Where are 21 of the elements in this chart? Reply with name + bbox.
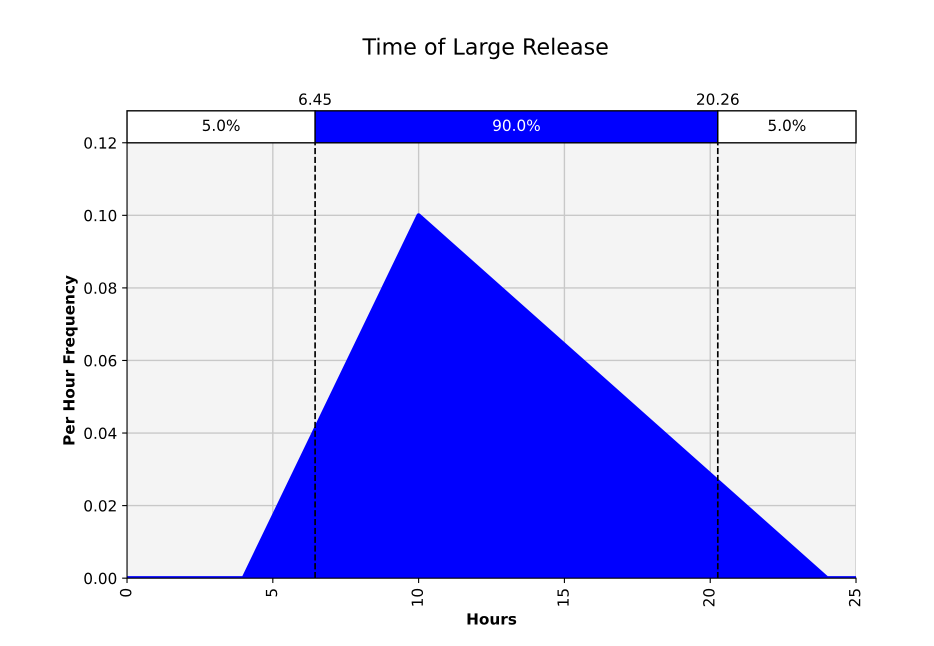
x-axis-title: Hours (468, 613, 516, 625)
y-tick-label: 0.00 (84, 572, 116, 584)
y-tick-label: 0.10 (84, 210, 116, 222)
x-tick-label: 10 (411, 588, 424, 606)
y-tick-label: 0.04 (84, 428, 116, 440)
y-tick-label: 0.12 (84, 137, 116, 149)
x-tick-label: 5 (266, 589, 278, 596)
text: 5.0% (768, 120, 806, 132)
x-tick-label: 25 (848, 589, 860, 606)
ref-line-label: 6.45 (299, 93, 331, 105)
chart-title: Time of Large Release (362, 38, 608, 60)
y-tick-label: 0.08 (84, 282, 116, 294)
y-axis-title: Per Hour Frequency (63, 275, 78, 444)
x-tick-label: 15 (557, 589, 569, 606)
text: 5.0% (202, 120, 240, 132)
y-tick-label: 0.06 (84, 354, 116, 366)
text: 90.0% (493, 120, 540, 132)
x-tick-label: 20 (703, 588, 715, 606)
y-tick-label: 0.02 (84, 500, 116, 512)
x-tick-label: 0 (120, 588, 132, 597)
ref-line-label: 20.26 (697, 93, 739, 105)
